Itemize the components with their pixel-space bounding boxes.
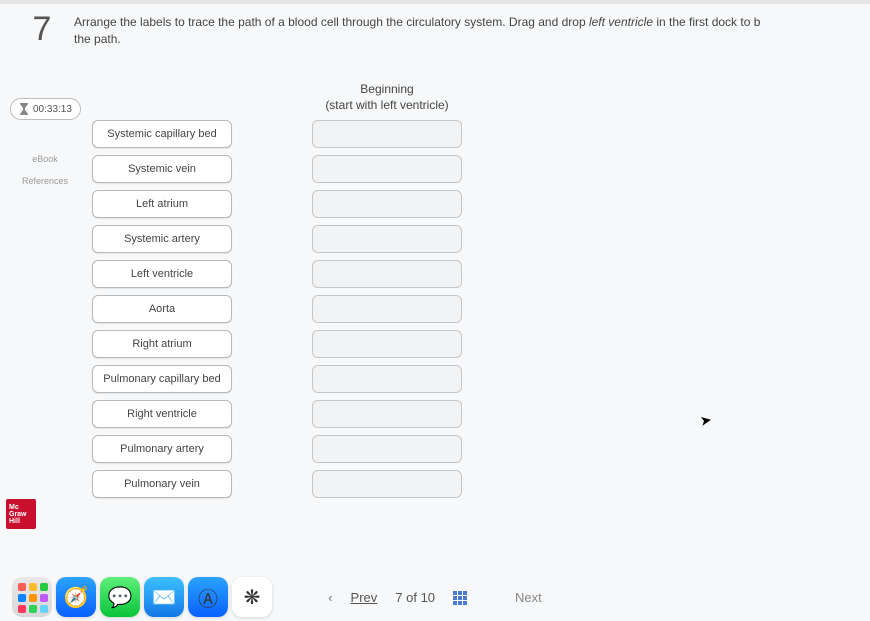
drop-slot[interactable] (312, 225, 462, 253)
drop-slot[interactable] (312, 330, 462, 358)
label-chip[interactable]: Systemic capillary bed (92, 120, 232, 148)
logo-line2: Graw (9, 511, 33, 518)
draggable-labels-column: Systemic capillary bed Systemic vein Left … (92, 82, 232, 505)
drop-slot[interactable] (312, 120, 462, 148)
label-chip[interactable]: Systemic vein (92, 155, 232, 183)
label-chip[interactable]: Left ventricle (92, 260, 232, 288)
drop-slot[interactable] (312, 435, 462, 463)
question-number: 7 (18, 12, 66, 46)
drop-slot[interactable] (312, 400, 462, 428)
label-chip[interactable]: Pulmonary vein (92, 470, 232, 498)
drop-slot[interactable] (312, 190, 462, 218)
drop-slots-column: Beginning (start with left ventricle) (312, 82, 462, 505)
top-divider (0, 0, 870, 4)
timer-pill[interactable]: 00:33:13 (10, 98, 81, 120)
mouse-cursor-icon: ➤ (699, 411, 714, 430)
label-chip[interactable]: Systemic artery (92, 225, 232, 253)
question-prompt: Arrange the labels to trace the path of … (66, 12, 850, 48)
launchpad-icon[interactable] (12, 577, 52, 617)
drop-slot[interactable] (312, 155, 462, 183)
references-link[interactable]: References (10, 176, 80, 186)
label-chip[interactable]: Aorta (92, 295, 232, 323)
appstore-icon[interactable]: Ⓐ (188, 577, 228, 617)
prompt-italic: left ventricle (589, 15, 653, 29)
prompt-part1: Arrange the labels to trace the path of … (74, 15, 589, 29)
drop-slot[interactable] (312, 365, 462, 393)
chevron-left-icon[interactable]: ‹ (328, 590, 332, 605)
label-chip[interactable]: Right ventricle (92, 400, 232, 428)
label-chip[interactable]: Right atrium (92, 330, 232, 358)
drop-slot[interactable] (312, 295, 462, 323)
next-button[interactable]: Next (515, 590, 542, 605)
work-area: Systemic capillary bed Systemic vein Left … (92, 82, 462, 505)
timer-value: 00:33:13 (33, 104, 72, 115)
photos-icon[interactable]: ❋ (232, 577, 272, 617)
safari-icon[interactable]: 🧭 (56, 577, 96, 617)
drop-header-line2: (start with left ventricle) (325, 98, 448, 112)
mail-icon[interactable]: ✉️ (144, 577, 184, 617)
prompt-part2: in the first dock to b (653, 15, 760, 29)
label-chip[interactable]: Pulmonary capillary bed (92, 365, 232, 393)
question-grid-icon[interactable] (453, 591, 467, 605)
label-chip[interactable]: Left atrium (92, 190, 232, 218)
messages-icon[interactable]: 💬 (100, 577, 140, 617)
ebook-link[interactable]: eBook (10, 154, 80, 164)
label-chip[interactable]: Pulmonary artery (92, 435, 232, 463)
left-rail: 00:33:13 eBook References (10, 98, 80, 186)
drop-header-line1: Beginning (360, 82, 413, 96)
prompt-line2: the path. (74, 32, 121, 46)
mcgraw-hill-logo: Mc Graw Hill (6, 499, 36, 529)
page-position: 7 of 10 (395, 590, 435, 605)
drop-slot[interactable] (312, 470, 462, 498)
drop-slot[interactable] (312, 260, 462, 288)
logo-line3: Hill (9, 518, 33, 525)
hourglass-icon (19, 103, 29, 115)
logo-line1: Mc (9, 504, 33, 511)
macos-dock: 🧭💬✉️Ⓐ❋ (12, 577, 272, 617)
prev-button[interactable]: Prev (351, 590, 378, 605)
question-header: 7 Arrange the labels to trace the path o… (0, 0, 870, 56)
drop-column-header: Beginning (start with left ventricle) (312, 82, 462, 114)
